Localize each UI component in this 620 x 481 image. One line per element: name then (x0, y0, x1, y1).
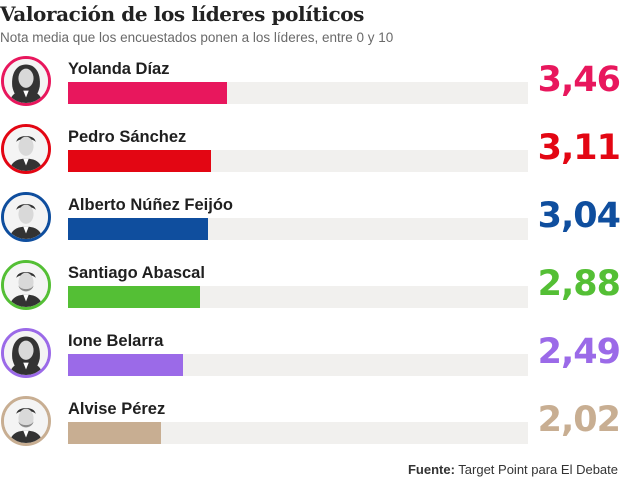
avatar (1, 396, 51, 446)
bar-row: Yolanda Díaz 3,46 (0, 56, 620, 124)
bearded-man-portrait-icon (4, 399, 48, 443)
category-label: Ione Belarra (68, 332, 164, 350)
data-label: 2,49 (537, 332, 620, 372)
category-label: Alvise Pérez (68, 400, 166, 418)
data-label: 2,88 (537, 264, 620, 304)
bar (68, 354, 183, 376)
avatar (1, 260, 51, 310)
woman-portrait-icon (4, 331, 48, 375)
bar-row: Santiago Abascal 2,88 (0, 260, 620, 328)
bar-row: Alberto Núñez Feijóo 3,04 (0, 192, 620, 260)
source-label: Fuente: (407, 462, 455, 477)
avatar (1, 328, 51, 378)
avatar (1, 124, 51, 174)
bar-row: Pedro Sánchez 3,11 (0, 124, 620, 192)
bar-track (68, 422, 528, 444)
data-label: 3,46 (537, 60, 620, 100)
bar (68, 286, 201, 308)
bar-track (68, 218, 528, 240)
bearded-man-portrait-icon (4, 263, 48, 307)
category-label: Pedro Sánchez (68, 128, 187, 146)
source-text: Target Point para El Debate (454, 462, 618, 477)
bar-track (68, 286, 528, 308)
bar-row: Alvise Pérez 2,02 (0, 396, 620, 464)
source-note: Fuente: Target Point para El Debate (408, 462, 618, 477)
bar (68, 82, 228, 104)
man-portrait-icon (4, 195, 48, 239)
chart-title: Valoración de los líderes políticos (0, 2, 365, 26)
category-label: Alberto Núñez Feijóo (68, 196, 233, 214)
avatar (1, 192, 51, 242)
avatar (1, 56, 51, 106)
bar-row: Ione Belarra 2,49 (0, 328, 620, 396)
bar (68, 150, 212, 172)
woman-portrait-icon (4, 59, 48, 103)
data-label: 2,02 (537, 400, 620, 440)
data-label: 3,11 (537, 128, 620, 168)
category-label: Yolanda Díaz (68, 60, 170, 78)
bar (68, 422, 161, 444)
bar-track (68, 82, 528, 104)
bar (68, 218, 208, 240)
bar-track (68, 150, 528, 172)
chart-subtitle: Nota media que los encuestados ponen a l… (0, 30, 394, 45)
bar-track (68, 354, 528, 376)
man-portrait-icon (4, 127, 48, 171)
category-label: Santiago Abascal (68, 264, 205, 282)
data-label: 3,04 (537, 196, 620, 236)
